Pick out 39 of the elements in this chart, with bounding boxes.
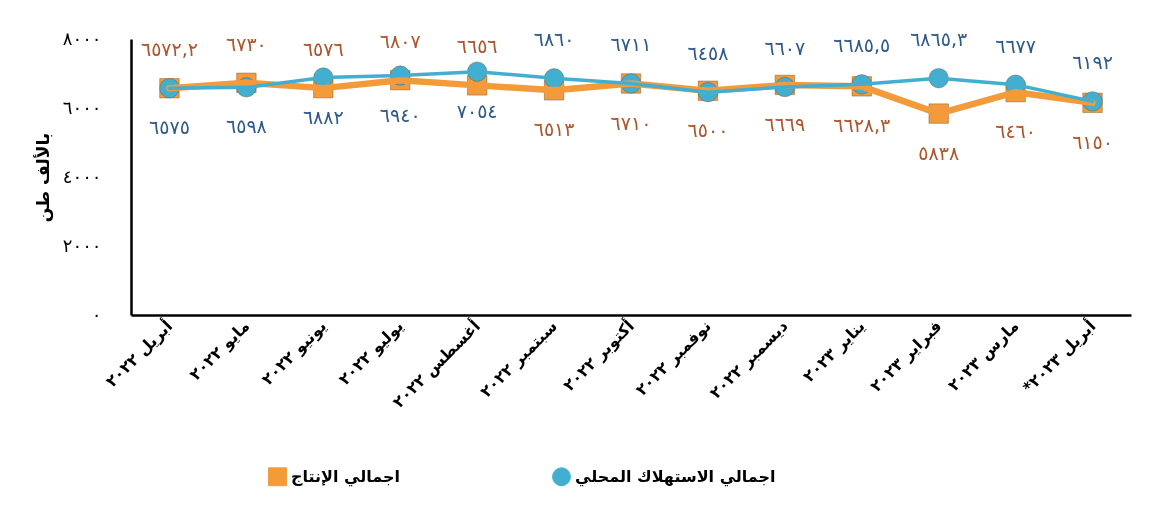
data-label: ٦٥٧٥ xyxy=(149,116,190,139)
data-label: ٧٠٥٤ xyxy=(456,99,498,122)
x-tick-label: أبريل ٢٠٢٢ xyxy=(101,315,177,391)
y-axis-title: بالألف طن xyxy=(32,132,54,223)
x-tick-label: مايو ٢٠٢٢ xyxy=(185,316,254,385)
y-tick-label: ٢٠٠٠ xyxy=(62,234,102,256)
data-label: ٦٦٨٥,٥ xyxy=(833,34,891,57)
data-label: ٦٦٧٧ xyxy=(995,34,1037,57)
y-tick-label: ٠ xyxy=(91,303,102,325)
legend-label: اجمالي الاستهلاك المحلي xyxy=(575,466,776,487)
data-label: ٦٥٧٦ xyxy=(302,38,344,61)
y-tick-label: ٤٠٠٠ xyxy=(62,165,102,187)
data-label: ٦٨٠٧ xyxy=(379,30,421,53)
legend-label: اجمالي الإنتاج xyxy=(291,466,400,487)
data-label: ٦٧٣٠ xyxy=(225,32,267,55)
data-label: ٦١٥٠ xyxy=(1072,130,1113,153)
data-label: ٦٦٢٨,٣ xyxy=(833,114,891,137)
data-label: ٦٤٦٠ xyxy=(995,120,1037,143)
data-label: ٦٩٤٠ xyxy=(379,103,421,126)
data-label: ٦٥٧٢,٢ xyxy=(140,38,198,61)
data-label: ٦٦٦٩ xyxy=(764,112,806,135)
data-label: ٦٦٥٦ xyxy=(456,35,498,58)
data-label: ٦٥١٣ xyxy=(533,118,575,141)
data-label: ٦٥٩٨ xyxy=(225,115,267,138)
y-tick-label: ٨٠٠٠ xyxy=(62,27,102,49)
data-label: ٦٤٥٨ xyxy=(687,42,729,65)
data-label: ٦٧١٠ xyxy=(610,111,652,134)
x-tick-label: يناير ٢٠٢٣ xyxy=(799,316,869,386)
data-label: ٦٨٨٢ xyxy=(302,105,344,128)
data-label: ٦١٩٢ xyxy=(1072,51,1113,74)
data-label: ٦٨٦٥,٣ xyxy=(910,28,968,51)
y-tick-label: ٦٠٠٠ xyxy=(62,96,102,118)
data-label: ٦٨٦٠ xyxy=(533,28,575,51)
x-tick-label: فبراير ٢٠٢٣ xyxy=(866,316,946,396)
data-label: ٦٦٠٧ xyxy=(764,37,806,60)
data-label: ٦٧١١ xyxy=(610,33,652,56)
data-label: ٥٨٣٨ xyxy=(918,141,960,164)
data-label: ٦٥٠٠ xyxy=(687,118,729,141)
x-tick-label: يونيو ٢٠٢٢ xyxy=(257,316,331,389)
